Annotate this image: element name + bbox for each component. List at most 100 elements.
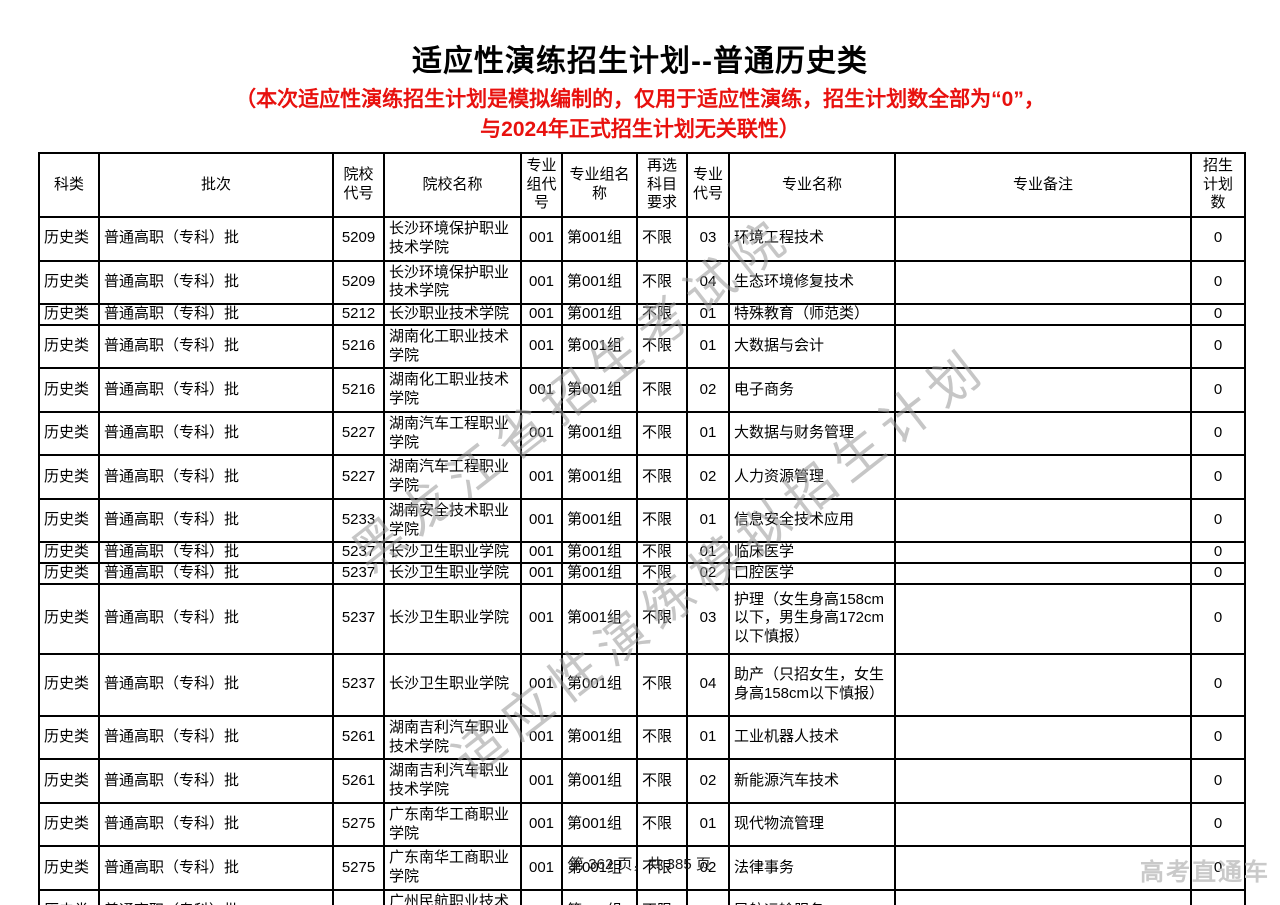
table-row: 历史类 普通高职（专科）批 5209 长沙环境保护职业技术学院 001 第001组 不限 04… [38,259,1246,305]
table-cell: 普通高职（专科）批 [98,367,334,413]
table-cell: 001 [520,562,563,585]
table-cell: 001 [520,259,563,305]
table-cell: 001 [520,758,563,804]
table-cell: 第001组 [561,323,638,370]
table-cell: 0 [1190,303,1246,326]
table-cell: 不限 [636,758,688,804]
table-cell: 001 [520,541,563,564]
table-cell: 01 [686,714,730,761]
table-cell: 不限 [636,367,688,413]
table-cell: 历史类 [38,259,100,305]
header-cell: 专业代号 [686,152,730,218]
table-cell: 普通高职（专科）批 [98,652,334,717]
table-cell: 0 [1190,410,1246,457]
table-cell: 001 [520,801,563,848]
table-cell: 02 [686,454,730,500]
table-cell: 湖南化工职业技术学院 [383,367,522,413]
disclaimer-line-2: 与2024年正式招生计划无关联性） [480,118,800,142]
table-cell: 第001组 [561,758,638,804]
table-cell: 001 [520,652,563,717]
table-cell: 普通高职（专科）批 [98,497,334,544]
table-row: 历史类 普通高职（专科）批 5275 广东南华工商职业学院 001 第001组 不限 02 法律… [38,845,1246,891]
page-number: 第 362 页，共 385 页 [569,856,711,873]
table-cell [894,259,1192,305]
table-cell: 0 [1190,367,1246,413]
table-cell: 001 [520,367,563,413]
table-cell [894,323,1192,370]
table-cell: 普通高职（专科）批 [98,303,334,326]
table-cell: 现代物流管理 [728,801,896,848]
table-cell: 5275 [332,801,385,848]
table-row: 历史类 普通高职（专科）批 5237 长沙卫生职业学院 001 第001组 不限 02 口腔医学… [38,562,1246,585]
table-cell [894,888,1192,905]
table-cell: 环境工程技术 [728,216,896,262]
table-cell: 0 [1190,582,1246,655]
table-cell: 5237 [332,582,385,655]
table-cell: 普通高职（专科）批 [98,845,334,891]
table-cell [894,758,1192,804]
table-cell: 广东南华工商职业学院 [383,845,522,891]
table-cell: 普通高职（专科）批 [98,888,334,905]
table-cell: 0 [1190,562,1246,585]
table-cell: 普通高职（专科）批 [98,541,334,564]
table-cell: 0 [1190,497,1246,544]
table-cell: 第001组 [561,714,638,761]
table-cell: 历史类 [38,367,100,413]
table-cell: 历史类 [38,801,100,848]
table-cell: 第001组 [561,497,638,544]
table-cell: 第002组 [561,888,638,905]
table-cell: 长沙卫生职业学院 [383,562,522,585]
table-cell: 5261 [332,714,385,761]
table-cell: 5275 [332,845,385,891]
table-cell: 历史类 [38,497,100,544]
table-cell [894,454,1192,500]
table-cell: 历史类 [38,582,100,655]
table-cell [894,562,1192,585]
table-cell: 02 [686,758,730,804]
table-cell: 5209 [332,216,385,262]
table-cell: 不限 [636,216,688,262]
table-cell: 不限 [636,652,688,717]
table-row: 历史类 普通高职（专科）批 5216 湖南化工职业技术学院 001 第001组 不限 01 大数… [38,323,1246,370]
table-cell: 长沙卫生职业学院 [383,582,522,655]
table-cell [894,303,1192,326]
table-cell: 0 [1190,758,1246,804]
table-cell: 002 [520,888,563,905]
page-title: 适应性演练招生计划--普通历史类 [412,45,868,78]
table-cell [894,497,1192,544]
table-cell [894,410,1192,457]
table-cell: 信息安全技术应用 [728,497,896,544]
table-cell: 长沙卫生职业学院 [383,652,522,717]
table-row: 历史类 普通高职（专科）批 5227 湖南汽车工程职业学院 001 第001组 不限 01 大数… [38,410,1246,457]
table-cell: 第001组 [561,562,638,585]
table-cell [894,714,1192,761]
table-cell [894,845,1192,891]
table-cell: 大数据与财务管理 [728,410,896,457]
table-cell: 不限 [636,888,688,905]
table-cell: 助产（只招女生，女生身高158cm以下慎报） [728,652,896,717]
table-cell: 普通高职（专科）批 [98,582,334,655]
table-cell: 历史类 [38,714,100,761]
table-cell: 01 [686,323,730,370]
table-row: 历史类普通高职（专科）批5276广州民航职业技术学院002第002组不限03民航… [38,888,1246,905]
table-cell: 湖南汽车工程职业学院 [383,454,522,500]
table-cell: 历史类 [38,758,100,804]
table-cell: 历史类 [38,541,100,564]
table-cell: 不限 [636,454,688,500]
table-cell: 历史类 [38,562,100,585]
table-cell: 第001组 [561,845,638,891]
table-cell: 第001组 [561,216,638,262]
table-cell: 湖南吉利汽车职业技术学院 [383,758,522,804]
table-cell: 人力资源管理 [728,454,896,500]
table-cell: 广州民航职业技术学院 [383,888,522,905]
table-cell: 历史类 [38,410,100,457]
table-cell: 03 [686,888,730,905]
header-cell: 招生计划数 [1190,152,1246,218]
table-cell: 04 [686,652,730,717]
disclaimer-line-1: （本次适应性演练招生计划是模拟编制的，仅用于适应性演练，招生计划数全部为“0”， [235,88,1045,111]
table-cell: 第001组 [561,303,638,326]
table-cell: 法律事务 [728,845,896,891]
table-cell: 工业机器人技术 [728,714,896,761]
table-cell: 第001组 [561,541,638,564]
